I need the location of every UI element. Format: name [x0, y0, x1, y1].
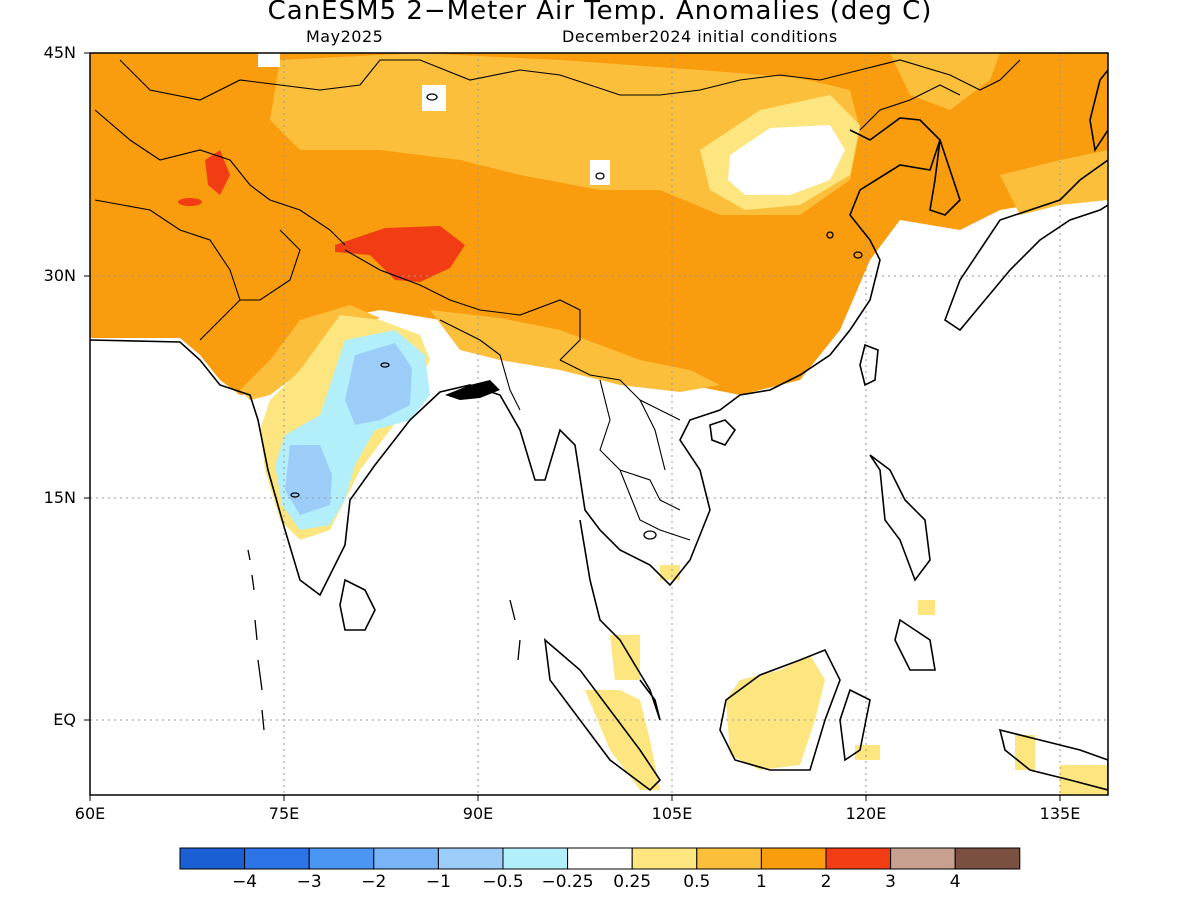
colorbar-label: 1 — [755, 872, 767, 892]
colorbar-label: 0.5 — [683, 872, 711, 892]
colorbar-swatch — [954, 847, 1021, 870]
colorbar-swatch — [179, 847, 246, 870]
colorbar-swatch — [631, 847, 698, 870]
forecast-month: May2025 — [306, 27, 384, 46]
lakes-islands — [247, 93, 863, 731]
colorbar-swatch — [373, 847, 439, 870]
colorbar-swatch — [825, 847, 892, 870]
map-frame — [89, 52, 1109, 796]
colorbar-label: 4 — [949, 872, 961, 892]
colorbar-swatch — [890, 847, 956, 870]
lat-label-30n: 30N — [43, 266, 76, 285]
colorbar-label: −3 — [296, 872, 322, 892]
lon-label-105e: 105E — [651, 804, 693, 823]
colorbar-swatch — [567, 847, 633, 870]
colorbar-label: 2 — [820, 872, 832, 892]
lon-label-120e: 120E — [845, 804, 887, 823]
colorbar-swatch — [502, 847, 569, 870]
map-field — [90, 53, 1108, 795]
axis-ticks — [84, 52, 1061, 801]
anomaly-region-red — [335, 226, 465, 282]
lat-label-15n: 15N — [43, 488, 76, 507]
colorbar-label: 0.25 — [613, 872, 652, 892]
colorbar-label: −0.25 — [541, 872, 594, 892]
colorbar-swatch — [696, 847, 762, 870]
colorbar-swatch — [437, 847, 504, 870]
colorbar-label: −0.5 — [482, 872, 524, 892]
anomaly-region-light-blue — [345, 343, 412, 425]
map-title: CanESM5 2−Meter Air Temp. Anomalies (deg… — [267, 0, 933, 26]
bangladesh-delta — [445, 380, 500, 400]
lon-label-135e: 135E — [1039, 804, 1081, 823]
lat-label-eq: EQ — [53, 710, 76, 729]
lat-label-45n: 45N — [43, 43, 76, 62]
colorbar-label: −1 — [425, 872, 451, 892]
colorbar-label: 3 — [885, 872, 896, 892]
lon-label-60e: 60E — [74, 804, 106, 823]
colorbar-label: −2 — [361, 872, 387, 892]
colorbar — [179, 847, 1021, 870]
country-borders — [94, 59, 1021, 541]
colorbar-swatch — [244, 847, 310, 870]
graticule — [90, 53, 1108, 795]
anomaly-region-white-north — [728, 125, 845, 195]
coastlines — [90, 68, 1108, 792]
colorbar-swatch — [308, 847, 375, 870]
lon-label-75e: 75E — [268, 804, 300, 823]
initial-conditions-label: December2024 initial conditions — [562, 27, 838, 46]
lon-label-90e: 90E — [462, 804, 494, 823]
colorbar-swatch — [760, 847, 827, 870]
colorbar-label: −4 — [232, 872, 258, 892]
